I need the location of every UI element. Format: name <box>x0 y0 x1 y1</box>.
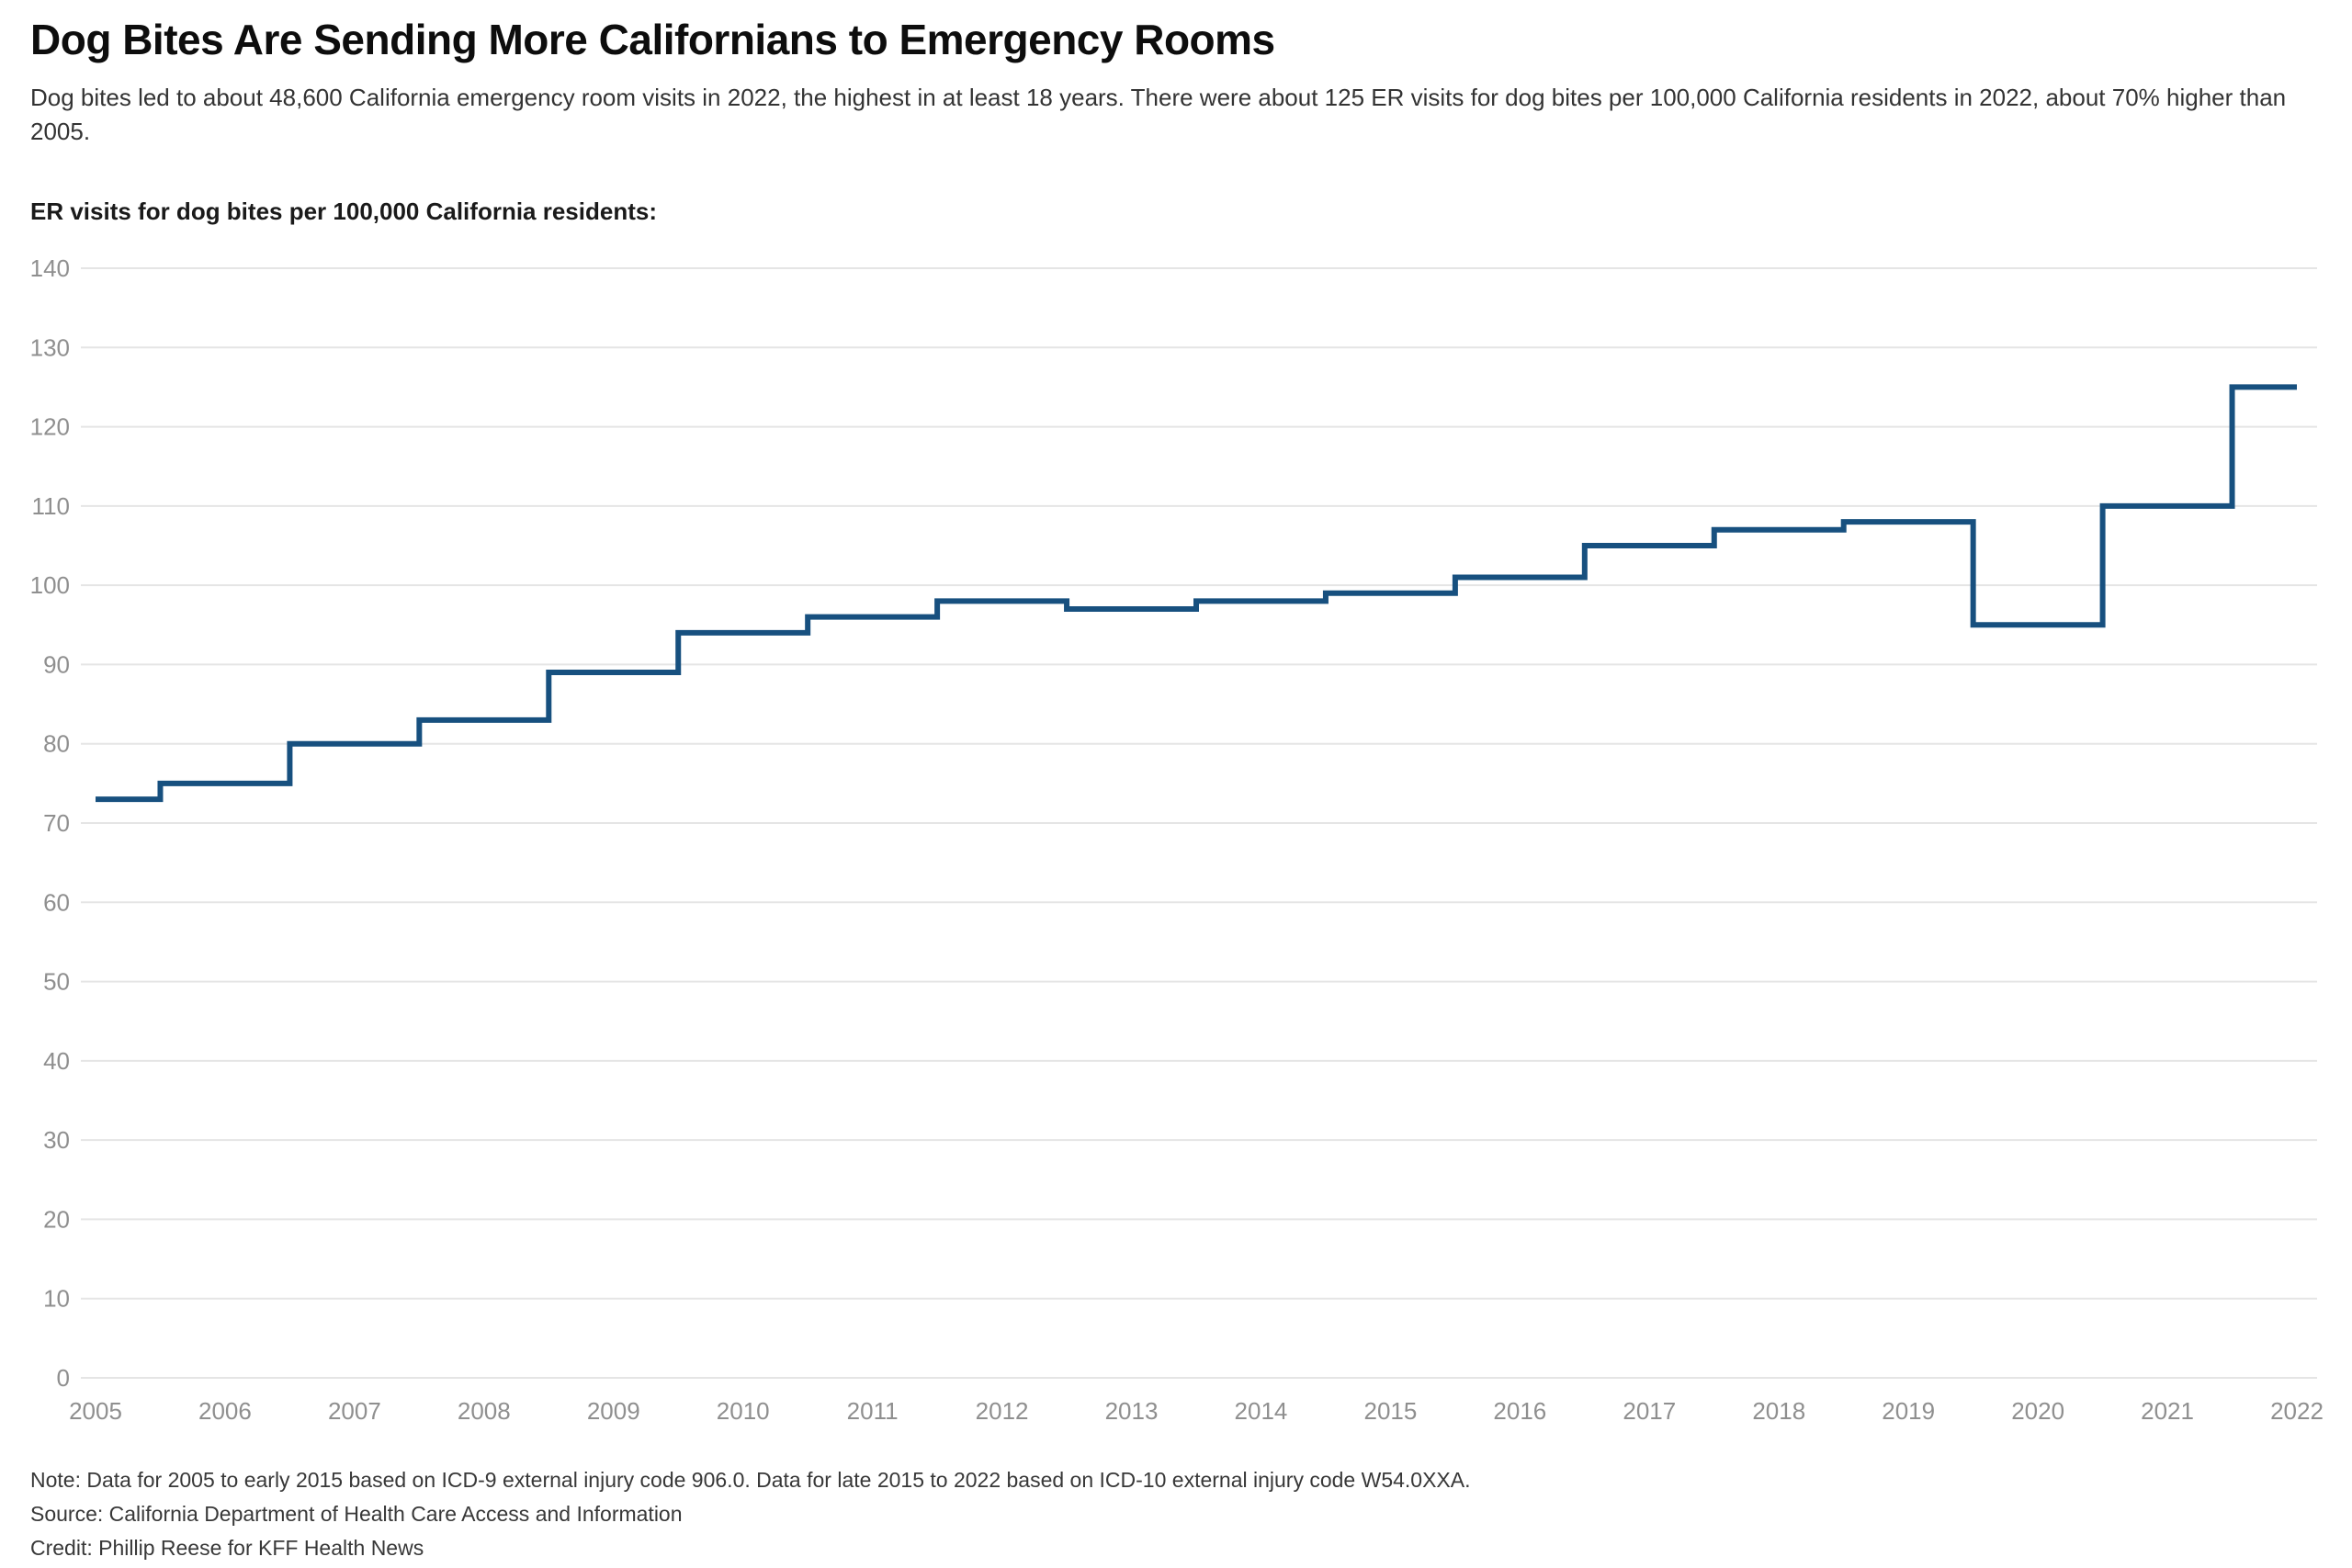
y-axis-label: 110 <box>32 492 70 520</box>
y-axis-label: 0 <box>57 1364 70 1392</box>
x-axis-label: 2014 <box>1235 1397 1288 1425</box>
page-subtitle: Dog bites led to about 48,600 California… <box>30 84 2287 145</box>
x-axis-label: 2012 <box>976 1397 1029 1425</box>
y-axis-label: 130 <box>30 333 70 361</box>
x-axis-label: 2016 <box>1493 1397 1546 1425</box>
x-axis-label: 2019 <box>1882 1397 1935 1425</box>
y-axis-label: 50 <box>43 968 70 996</box>
x-axis-label: 2011 <box>847 1397 899 1425</box>
page-title: Dog Bites Are Sending More Californians … <box>30 16 1275 63</box>
x-axis-label: 2006 <box>198 1397 252 1425</box>
x-axis-label: 2010 <box>717 1397 770 1425</box>
y-axis-label: 40 <box>43 1047 70 1075</box>
x-axis-label: 2013 <box>1105 1397 1159 1425</box>
step-line-chart: 0 10 20 30 40 50 60 70 80 90 100 110 120 130 140 2005 20… <box>0 239 2352 1433</box>
footer-source: Source: California Department of Health … <box>30 1502 683 1526</box>
x-axis-label: 2009 <box>587 1397 640 1425</box>
footer-note: Note: Data for 2005 to early 2015 based … <box>30 1468 1471 1492</box>
y-axis-label: 20 <box>43 1205 70 1233</box>
step-line <box>96 384 2297 803</box>
y-axis-label: 30 <box>43 1126 70 1154</box>
y-axis-label: 120 <box>30 413 70 441</box>
chart-canvas: 0 10 20 30 40 50 60 70 80 90 100 110 120 130 140 2005 20… <box>30 254 2324 1425</box>
footer-credit: Credit: Phillip Reese for KFF Health New… <box>30 1536 424 1560</box>
x-axis-label: 2017 <box>1623 1397 1676 1425</box>
x-axis-label: 2008 <box>458 1397 511 1425</box>
x-axis-label: 2007 <box>328 1397 381 1425</box>
x-axis-label: 2020 <box>2011 1397 2064 1425</box>
y-axis-label: 80 <box>43 730 70 758</box>
y-axis-label: 70 <box>43 809 70 837</box>
x-axis-label: 2021 <box>2141 1397 2194 1425</box>
x-axis-label: 2005 <box>69 1397 122 1425</box>
y-axis-label: 10 <box>43 1285 70 1313</box>
x-axis-label: 2018 <box>1752 1397 1805 1425</box>
y-axis-label: 90 <box>43 650 70 678</box>
x-axis-label: 2015 <box>1363 1397 1417 1425</box>
y-axis-label: 100 <box>30 571 70 599</box>
chart-footer: Note: Data for 2005 to early 2015 based … <box>30 1463 1471 1565</box>
chart-axis-title: ER visits for dog bites per 100,000 Cali… <box>30 197 657 225</box>
x-axis-label: 2022 <box>2270 1397 2324 1425</box>
y-axis-label: 60 <box>43 888 70 916</box>
y-axis-label: 140 <box>30 254 70 282</box>
